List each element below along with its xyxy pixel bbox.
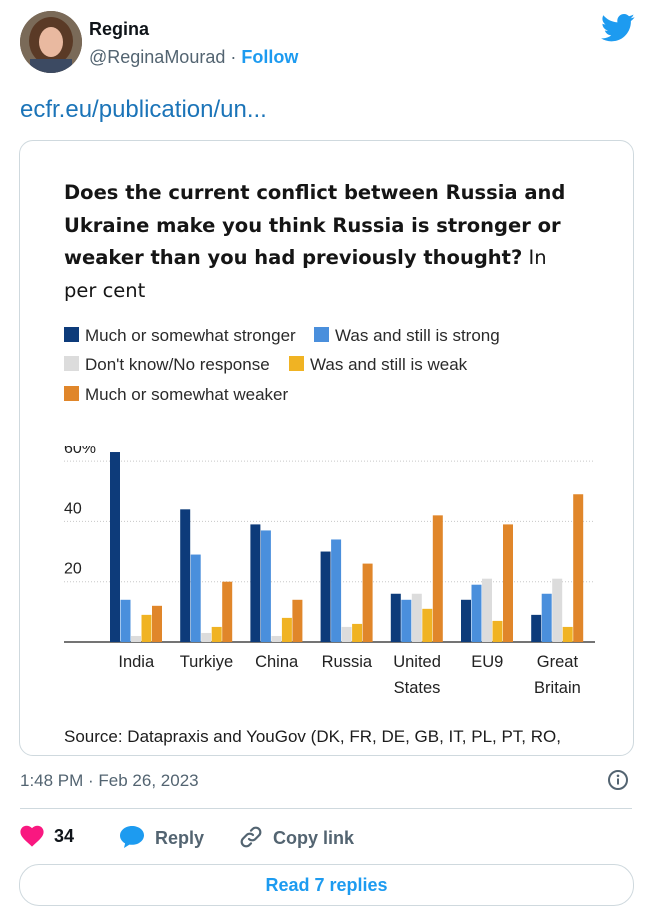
legend-swatch <box>64 327 79 342</box>
bar <box>120 599 131 642</box>
legend-item: Much or somewhat weaker <box>64 385 288 405</box>
x-tick-label: Russia <box>322 653 373 671</box>
divider <box>20 808 632 809</box>
timestamp[interactable]: 1:48 PM · Feb 26, 2023 <box>20 771 199 790</box>
chart-title: Does the current conflict between Russia… <box>64 177 584 307</box>
x-tick-label: United <box>393 653 441 671</box>
author-name[interactable]: Regina <box>89 19 150 39</box>
bar <box>250 524 261 642</box>
bar <box>352 623 363 642</box>
bar <box>401 599 412 642</box>
bar <box>552 578 563 642</box>
legend-item: Don't know/No response <box>64 355 270 375</box>
copy-link-button[interactable]: Copy link <box>239 825 354 849</box>
y-tick-label: 60% <box>64 446 96 457</box>
bar <box>482 578 492 642</box>
bar <box>461 599 471 642</box>
legend-swatch <box>314 327 329 342</box>
legend-label: Was and still is weak <box>310 355 468 374</box>
chart-title-question: Does the current conflict between Russia… <box>64 181 566 269</box>
bar <box>541 593 552 642</box>
bar <box>141 614 152 642</box>
bar <box>562 626 573 642</box>
copy-link-label: Copy link <box>273 828 355 848</box>
x-tick-label: India <box>118 653 155 671</box>
bar <box>152 605 162 642</box>
twitter-bird-icon[interactable] <box>601 13 635 43</box>
y-tick-label: 20 <box>64 561 82 578</box>
bar <box>180 509 191 642</box>
legend-label: Was and still is strong <box>335 326 500 345</box>
speech-bubble-icon <box>120 826 144 848</box>
bar <box>201 632 212 642</box>
read-replies-button[interactable]: Read 7 replies <box>19 864 634 906</box>
bar <box>411 593 422 642</box>
article-link[interactable]: ecfr.eu/publication/un... <box>20 96 267 123</box>
bar <box>341 626 352 642</box>
x-tick-label: States <box>394 679 441 697</box>
legend-item: Much or somewhat stronger <box>64 326 296 346</box>
bar <box>131 635 141 642</box>
bar <box>110 452 120 642</box>
legend-swatch <box>289 356 304 371</box>
y-tick-label: 40 <box>64 500 82 517</box>
bar <box>320 551 331 642</box>
reply-label: Reply <box>155 828 205 848</box>
chart-source: Source: Datapraxis and YouGov (DK, FR, D… <box>64 727 561 746</box>
legend-swatch <box>64 386 79 401</box>
bar <box>390 593 401 642</box>
bar <box>492 620 503 642</box>
info-icon[interactable] <box>607 769 629 791</box>
avatar[interactable] <box>20 11 82 73</box>
x-tick-label: Great <box>537 653 579 671</box>
link-icon <box>240 826 262 848</box>
legend-label: Don't know/No response <box>85 355 270 374</box>
bar <box>503 524 513 642</box>
handle-row: @ReginaMourad · Follow <box>89 47 298 68</box>
bar <box>422 608 433 642</box>
bar <box>271 635 282 642</box>
like-button[interactable]: 34 <box>20 825 74 847</box>
like-count: 34 <box>54 826 75 846</box>
x-tick-label: EU9 <box>471 653 503 671</box>
x-tick-label: Britain <box>534 679 581 697</box>
bar <box>573 494 584 642</box>
chart-title-unit: In per cent <box>64 246 547 302</box>
bar <box>331 539 342 642</box>
author-handle[interactable]: @ReginaMourad <box>89 47 226 67</box>
x-tick-label: China <box>255 653 299 671</box>
bar <box>531 614 542 642</box>
reply-button[interactable]: Reply <box>119 825 204 849</box>
bar <box>292 599 303 642</box>
bar <box>211 626 222 642</box>
legend-item: Was and still is strong <box>314 326 500 346</box>
bar <box>222 581 233 642</box>
link-card[interactable]: Does the current conflict between Russia… <box>19 140 634 756</box>
follow-button[interactable]: Follow <box>241 47 299 67</box>
bar <box>471 584 482 642</box>
legend-label: Much or somewhat weaker <box>85 385 289 404</box>
bar <box>281 617 292 642</box>
legend-swatch <box>64 356 79 371</box>
bar-chart: 60% 40 20 India Turkiye China Russia United Stat… <box>64 446 595 697</box>
heart-icon <box>20 825 44 847</box>
bar <box>432 515 443 642</box>
legend-item: Was and still is weak <box>289 355 467 375</box>
legend-label: Much or somewhat stronger <box>85 326 296 345</box>
x-tick-label: Turkiye <box>180 653 233 671</box>
bar <box>362 563 373 642</box>
bar <box>190 554 201 642</box>
separator-dot: · <box>230 47 237 67</box>
bar <box>260 530 271 642</box>
